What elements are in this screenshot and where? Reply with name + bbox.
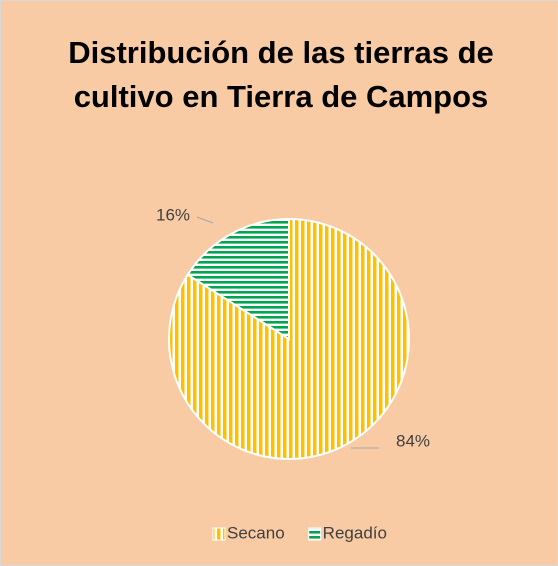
- data-label: 16%: [156, 205, 190, 224]
- pie-slice: [186, 217, 290, 341]
- leader-line: [196, 216, 214, 224]
- chart-title: Distribución de las tierras de cultivo e…: [68, 35, 494, 114]
- legend-label: Secano: [227, 523, 285, 542]
- legend-swatch: [308, 527, 322, 541]
- legend-swatch: [212, 527, 226, 541]
- legend-label: Regadío: [323, 523, 387, 542]
- data-label: 84%: [396, 431, 430, 450]
